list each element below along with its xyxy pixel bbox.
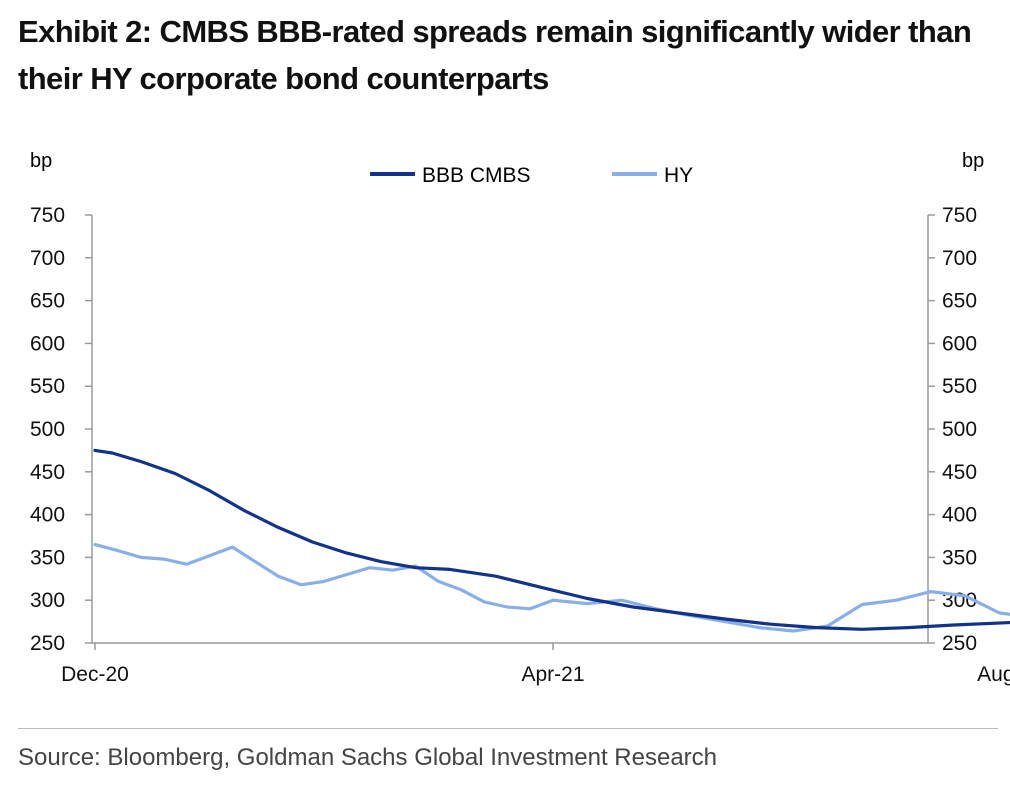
y-tick-label-left: 500 — [30, 418, 65, 441]
y-axis-unit-left: bp — [30, 150, 52, 172]
y-tick-label-left: 300 — [30, 589, 65, 612]
chart-title-line-1: Exhibit 2: CMBS BBB-rated spreads remain… — [18, 14, 972, 49]
y-tick-label-right: 700 — [942, 247, 977, 270]
series-line-bbb-cmbs — [93, 448, 1010, 631]
chart-title: Exhibit 2: CMBS BBB-rated spreads remain… — [18, 8, 1003, 102]
y-tick-label-right: 500 — [942, 418, 977, 441]
y-axis-unit-right: bp — [962, 150, 984, 172]
y-tick-label-left: 400 — [30, 504, 65, 527]
y-tick-label-left: 600 — [30, 332, 65, 355]
y-tick-label-right: 600 — [942, 332, 977, 355]
y-tick-label-right: 550 — [942, 375, 977, 398]
legend-label-bbb-cmbs: BBB CMBS — [422, 164, 531, 187]
y-tick-label-left: 650 — [30, 290, 65, 313]
x-tick-label: Apr-21 — [521, 663, 584, 686]
x-tick-label: Dec-20 — [61, 663, 129, 686]
x-tick-label: Aug-21 — [977, 663, 1010, 686]
y-tick-label-left: 450 — [30, 461, 65, 484]
y-tick-label-right: 400 — [942, 504, 977, 527]
source-note: Source: Bloomberg, Goldman Sachs Global … — [18, 744, 718, 771]
legend-label-hy: HY — [664, 164, 693, 187]
y-tick-label-right: 650 — [942, 290, 977, 313]
chart-title-line-2: their HY corporate bond counterparts — [18, 61, 549, 96]
y-tick-label-left: 350 — [30, 546, 65, 569]
series-line-hy — [93, 543, 1010, 633]
y-tick-label-left: 700 — [30, 247, 65, 270]
legend: BBB CMBS HY — [370, 164, 693, 187]
series-layer — [93, 448, 1010, 633]
y-tick-label-right: 450 — [942, 461, 977, 484]
y-tick-label-left: 750 — [30, 204, 65, 227]
y-tick-label-left: 550 — [30, 375, 65, 398]
y-tick-label-right: 350 — [942, 546, 977, 569]
y-tick-label-right: 750 — [942, 204, 977, 227]
y-tick-label-right: 250 — [942, 632, 977, 655]
y-tick-label-left: 250 — [30, 632, 65, 655]
footer-divider — [18, 728, 998, 729]
